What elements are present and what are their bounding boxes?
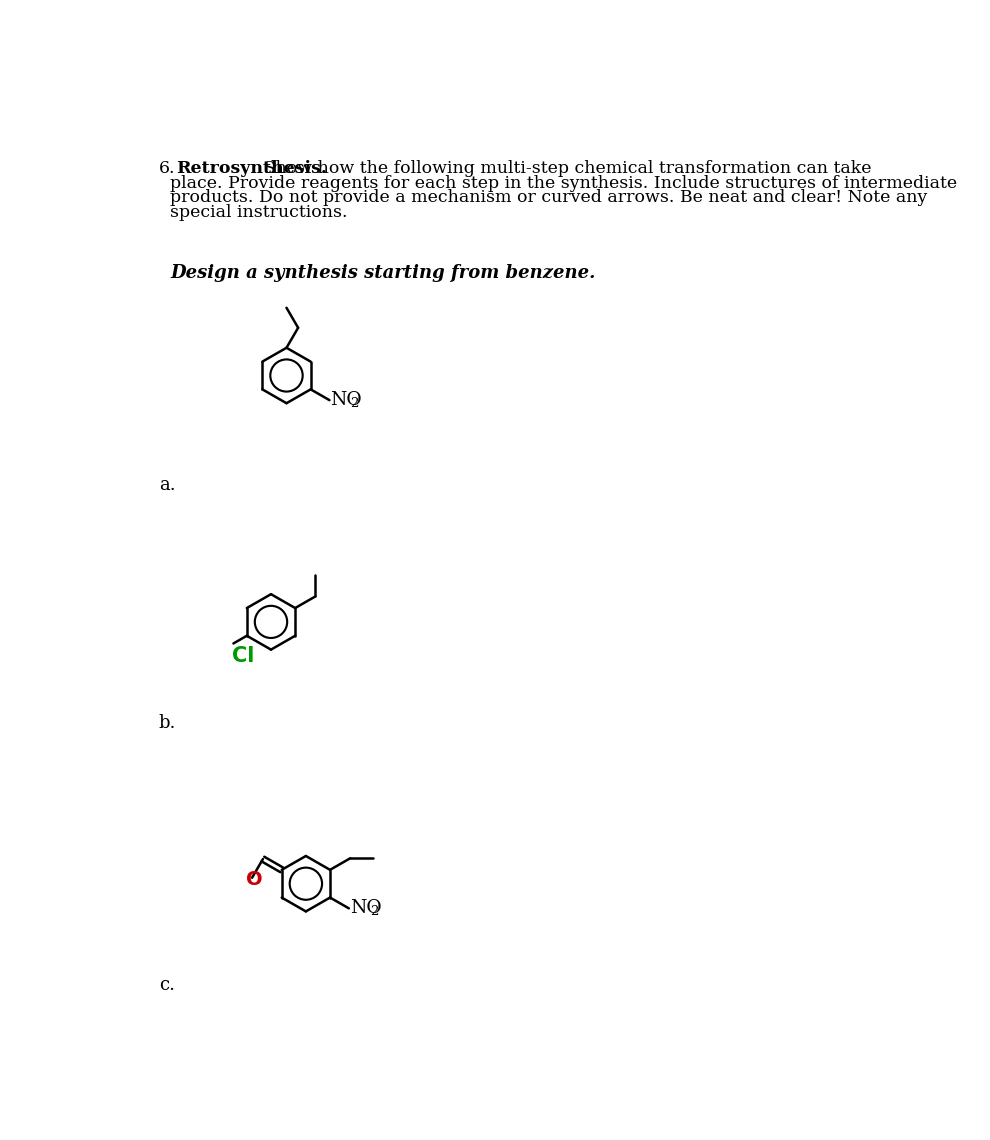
Text: 2: 2: [350, 397, 358, 409]
Text: NO: NO: [349, 899, 381, 918]
Text: 6.: 6.: [158, 160, 175, 177]
Text: Design a synthesis starting from benzene.: Design a synthesis starting from benzene…: [170, 263, 596, 282]
Text: place. Provide reagents for each step in the synthesis. Include structures of in: place. Provide reagents for each step in…: [170, 174, 957, 192]
Text: Retrosynthesis.: Retrosynthesis.: [175, 160, 327, 177]
Text: 2: 2: [369, 905, 378, 918]
Text: O: O: [246, 870, 262, 889]
Text: a.: a.: [158, 475, 175, 494]
Text: Show how the following multi-step chemical transformation can take: Show how the following multi-step chemic…: [257, 160, 871, 177]
Text: special instructions.: special instructions.: [170, 204, 347, 221]
Text: NO: NO: [331, 391, 362, 409]
Text: Cl: Cl: [232, 645, 254, 666]
Text: b.: b.: [158, 715, 176, 732]
Text: c.: c.: [158, 976, 174, 994]
Text: products. Do not provide a mechanism or curved arrows. Be neat and clear! Note a: products. Do not provide a mechanism or …: [170, 189, 928, 206]
